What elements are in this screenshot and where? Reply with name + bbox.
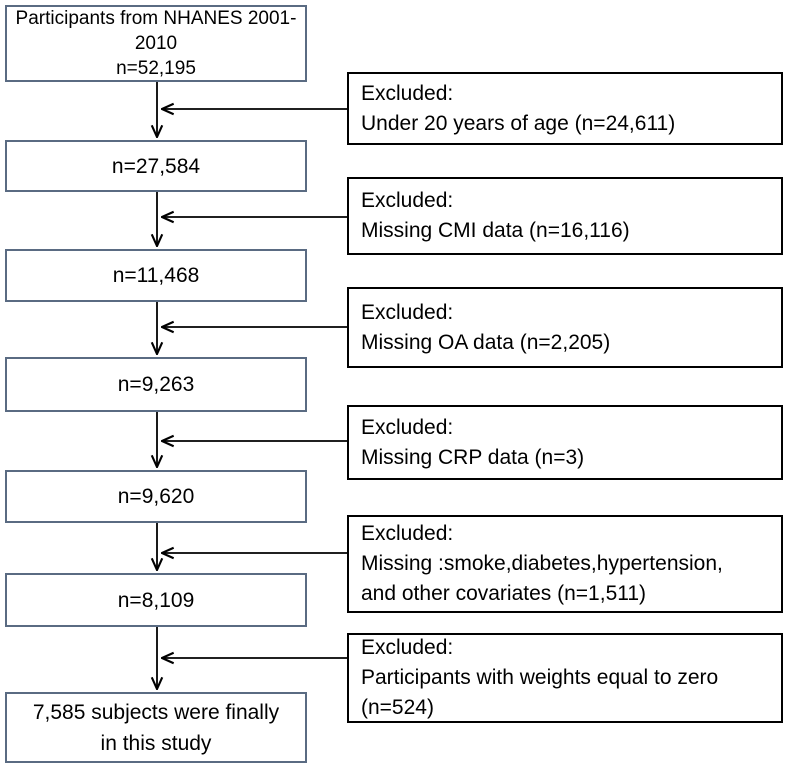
box-excluded-age: Excluded: Under 20 years of age (n=24,61… — [347, 72, 783, 145]
box-excluded-weights: Excluded: Participants with weights equa… — [347, 633, 783, 723]
box-excluded-oa: Excluded: Missing OA data (n=2,205) — [347, 287, 783, 368]
box-text-line: Excluded: — [361, 300, 454, 324]
box-text-line: in this study — [100, 731, 212, 755]
box-text-line: n=11,468 — [112, 264, 200, 287]
box-text-line: and other covariates (n=1,511) — [361, 582, 647, 605]
box-participants-source: Participants from NHANES 2001- 2010 n=52… — [5, 5, 307, 82]
box-n-11468: n=11,468 — [5, 249, 307, 302]
box-text-line: n=8,109 — [117, 588, 195, 612]
box-text-line: (n=524) — [361, 696, 434, 719]
box-final-subjects: 7,585 subjects were finally in this stud… — [5, 692, 307, 763]
box-text-line: Missing OA data (n=2,205) — [361, 330, 611, 354]
box-text-line: 7,585 subjects were finally — [32, 700, 280, 724]
box-n-9620: n=9,620 — [5, 470, 307, 523]
box-excluded-covariates: Excluded: Missing :smoke,diabetes,hypert… — [347, 515, 783, 613]
box-text-line: Missing CMI data (n=16,116) — [361, 219, 630, 242]
box-text-line: Participants with weights equal to zero — [361, 666, 719, 689]
box-text-line: n=52,195 — [116, 58, 196, 79]
box-text-line: 2010 — [134, 33, 178, 54]
box-text-line: Missing CRP data (n=3) — [361, 445, 585, 469]
box-text-line: Excluded: — [361, 189, 454, 212]
box-text-line: n=27,584 — [111, 154, 201, 178]
box-text-line: Excluded: — [361, 81, 454, 105]
box-text-line: Under 20 years of age (n=24,611) — [361, 111, 676, 135]
box-text-line: n=9,263 — [117, 373, 195, 396]
box-excluded-cmi: Excluded: Missing CMI data (n=16,116) — [347, 177, 783, 255]
box-text-line: Participants from NHANES 2001- — [15, 8, 297, 29]
box-text-line: n=9,620 — [117, 485, 195, 508]
box-n-8109: n=8,109 — [5, 573, 307, 627]
box-n-9263: n=9,263 — [5, 357, 307, 412]
box-excluded-crp: Excluded: Missing CRP data (n=3) — [347, 405, 783, 480]
box-n-27584: n=27,584 — [5, 140, 307, 192]
box-text-line: Excluded: — [361, 415, 454, 439]
box-text-line: Excluded: — [361, 522, 454, 545]
box-text-line: Missing :smoke,diabetes,hypertension, — [361, 552, 723, 575]
box-text-line: Excluded: — [361, 636, 454, 659]
